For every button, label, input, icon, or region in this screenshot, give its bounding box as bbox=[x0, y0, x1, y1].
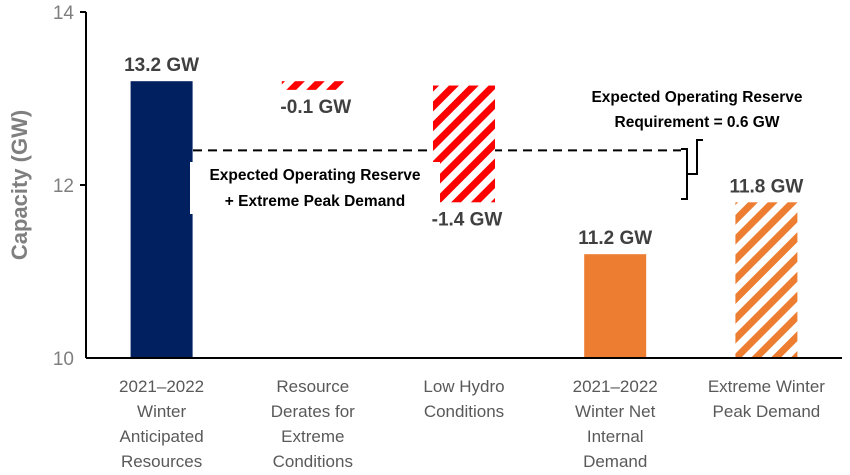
category-label: Winter Net bbox=[575, 402, 656, 421]
category-label: Internal bbox=[587, 427, 644, 446]
category-label: 2021–2022 bbox=[573, 377, 658, 396]
bar-value-label: 11.8 GW bbox=[729, 176, 803, 197]
bar-value-label: -0.1 GW bbox=[280, 97, 351, 118]
bar-value-label: 13.2 GW bbox=[124, 55, 199, 76]
category-labels: 2021–2022 Winter Anticipated Resources Resou… bbox=[119, 377, 825, 471]
category-label: Resources bbox=[121, 452, 202, 471]
y-tick-label: 12 bbox=[53, 176, 74, 197]
annotation-reserve-plus-demand-line2: + Extreme Peak Demand bbox=[225, 193, 406, 210]
y-tick-labels: 10 12 14 bbox=[53, 3, 75, 370]
category-label: Conditions bbox=[273, 452, 353, 471]
category-label: Extreme bbox=[281, 427, 344, 446]
category-label: Demand bbox=[583, 452, 647, 471]
category-label: Anticipated bbox=[120, 427, 204, 446]
annotation-reserve-requirement-line1: Expected Operating Reserve bbox=[591, 89, 802, 106]
bar bbox=[584, 254, 647, 358]
annotation-reserve-requirement: Expected Operating Reserve Requirement =… bbox=[591, 89, 802, 131]
category-label: Low Hydro bbox=[423, 377, 504, 396]
category-label: Resource bbox=[276, 377, 349, 396]
annotation-background bbox=[190, 162, 440, 214]
category-label: 2021–2022 bbox=[119, 377, 204, 396]
category-label: Winter bbox=[137, 402, 186, 421]
category-label: Extreme Winter bbox=[708, 377, 825, 396]
bar-value-labels: 13.2 GW -0.1 GW -1.4 GW 11.2 GW 11.8 GW bbox=[124, 55, 803, 249]
y-tick-label: 14 bbox=[53, 3, 75, 24]
bar-value-label: -1.4 GW bbox=[432, 209, 503, 230]
category-label: Peak Demand bbox=[713, 402, 821, 421]
reserve-bracket bbox=[681, 139, 703, 200]
bars-group bbox=[130, 81, 798, 358]
y-axis-label: Capacity (GW) bbox=[7, 110, 32, 260]
annotation-reserve-requirement-line2: Requirement = 0.6 GW bbox=[615, 114, 780, 131]
y-tick-label: 10 bbox=[53, 349, 74, 370]
annotation-reserve-plus-demand: Expected Operating Reserve + Extreme Pea… bbox=[190, 162, 440, 214]
bar bbox=[735, 202, 798, 358]
bar bbox=[130, 81, 193, 358]
category-label: Conditions bbox=[424, 402, 504, 421]
category-label: Derates for bbox=[271, 402, 355, 421]
bracket-path bbox=[681, 139, 703, 200]
bar bbox=[281, 81, 344, 90]
bar bbox=[433, 85, 495, 203]
axes-group bbox=[80, 11, 842, 359]
annotation-reserve-plus-demand-line1: Expected Operating Reserve bbox=[209, 167, 420, 184]
bar-value-label: 11.2 GW bbox=[578, 228, 652, 249]
